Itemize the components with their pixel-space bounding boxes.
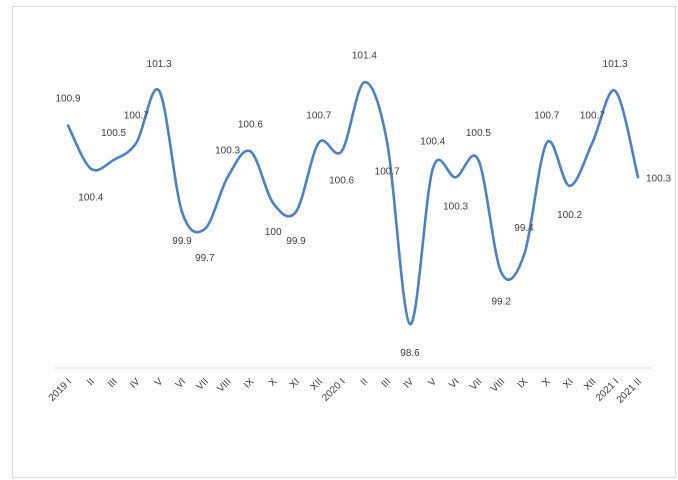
x-tick-label: VII (194, 376, 210, 392)
x-tick-label: 2019 I (47, 376, 74, 403)
data-label: 100.4 (420, 137, 445, 148)
x-tick-label: X (540, 376, 553, 389)
data-label: 101.3 (147, 59, 172, 70)
data-label: 100.5 (466, 128, 491, 139)
x-tick-label: VI (174, 376, 188, 390)
x-tick-label: V (426, 376, 439, 389)
x-tick-label: 2021 II (615, 376, 644, 405)
x-tick-label: 2020 I (320, 376, 347, 403)
data-label: 100.2 (557, 210, 582, 221)
data-label: 101.3 (603, 59, 628, 70)
data-label: 99.9 (172, 236, 192, 247)
data-label: 100.5 (101, 128, 126, 139)
data-label: 100.9 (55, 93, 80, 104)
data-label: 99.2 (491, 296, 511, 307)
chart-frame: 100.9 100.4 100.5 100.7 101.3 99.9 99.7 100.3 10… (12, 6, 676, 478)
data-label: 99.7 (195, 253, 215, 264)
x-tick-label: VII (468, 376, 484, 392)
data-labels: 100.9100.4100.5100.7101.399.999.7100.310… (55, 50, 671, 359)
x-tick-label: XII (582, 376, 598, 392)
data-label: 100.3 (646, 173, 671, 184)
data-label: 100.7 (580, 111, 605, 122)
x-tick-label: XII (308, 376, 324, 392)
data-label: 101.4 (352, 50, 377, 61)
x-tick-label: III (106, 376, 120, 390)
data-label: 100 (265, 227, 282, 238)
x-tick-label: IV (128, 376, 143, 391)
x-tick-label: II (85, 376, 97, 388)
x-tick-label: V (153, 376, 166, 389)
x-tick-label: XI (288, 376, 302, 390)
x-tick-label: VIII (489, 376, 507, 394)
data-label: 100.3 (443, 201, 468, 212)
data-label: 99.9 (286, 236, 306, 247)
data-label: 100.7 (124, 111, 149, 122)
x-tick-label: VIII (215, 376, 233, 394)
x-tick-label: III (380, 376, 394, 390)
data-label: 100.7 (375, 167, 400, 178)
x-tick-label: VI (447, 376, 461, 390)
data-label: 98.6 (400, 348, 420, 359)
data-label: 100.3 (215, 145, 240, 156)
data-label: 100.6 (238, 119, 263, 130)
series-line (66, 81, 640, 326)
data-label: 100.7 (306, 111, 331, 122)
data-label: 99.4 (514, 223, 534, 234)
x-tick-label: II (359, 376, 371, 388)
line-chart: 100.9100.4100.5100.7101.399.999.7100.310… (47, 50, 672, 406)
x-tick-label: IX (242, 376, 257, 391)
data-label: 100.6 (329, 175, 354, 186)
data-label: 100.7 (534, 111, 559, 122)
x-tick-label: X (267, 376, 280, 389)
data-label: 100.4 (78, 193, 103, 204)
x-tick-label: XI (561, 376, 575, 390)
x-tick-label: IV (402, 376, 417, 391)
x-tick-label: IX (516, 376, 531, 391)
